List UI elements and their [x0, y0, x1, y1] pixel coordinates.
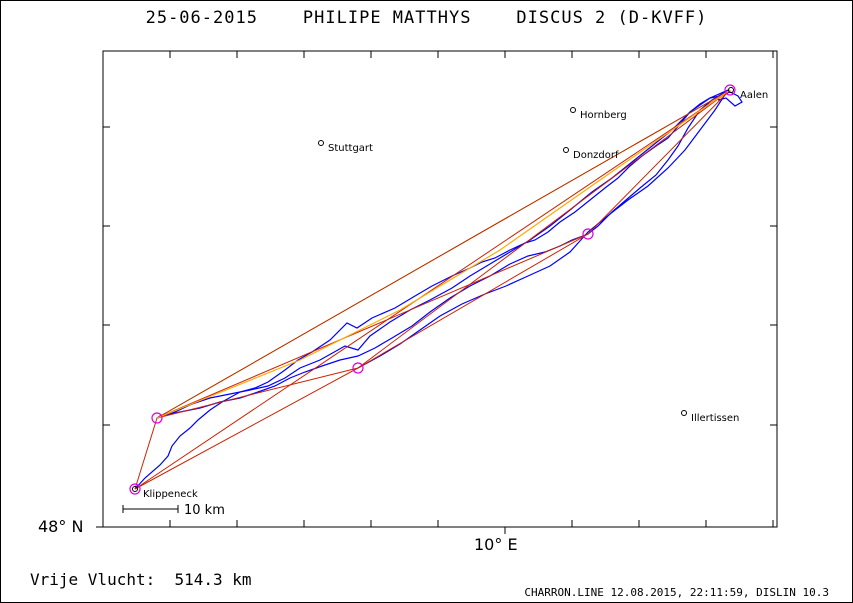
lon-axis-label: 10° E — [474, 535, 518, 554]
pilot-name: PHILIPE MATTHYS — [302, 8, 472, 28]
turnpoint-3 — [582, 228, 594, 240]
gps-track-return — [156, 91, 726, 419]
place-label-aalen: Aalen — [740, 90, 768, 101]
place-markers: Aalen Hornberg Stuttgart Donzdorf Illert… — [132, 87, 768, 500]
place-label-stuttgart: Stuttgart — [328, 143, 373, 154]
place-marker-stuttgart — [318, 140, 324, 146]
place-marker-illertissen — [681, 410, 687, 416]
place-label-hornberg: Hornberg — [580, 110, 627, 121]
turnpoint-start — [129, 483, 141, 495]
gps-track-second — [156, 89, 729, 419]
place-marker-klippeneck — [132, 486, 138, 492]
flight-date: 25-06-2015 — [145, 8, 258, 28]
glider-name: DISCUS 2 (D-KVFF) — [516, 8, 708, 28]
scale-bar: 10 km — [122, 503, 225, 518]
place-marker-hornberg — [570, 107, 576, 113]
turnpoint-1 — [151, 412, 163, 424]
task-lines — [134, 89, 731, 490]
turnpoints — [129, 84, 736, 495]
lon-ticks — [169, 51, 774, 534]
turnpoint-2 — [352, 362, 364, 374]
gps-track-third — [357, 89, 729, 369]
place-label-illertissen: Illertissen — [691, 413, 739, 424]
optimized-route — [156, 89, 731, 419]
lat-ticks — [96, 126, 777, 528]
place-marker-donzdorf — [563, 147, 569, 153]
lat-axis-label: 48° N — [38, 517, 83, 536]
place-marker-aalen — [728, 87, 734, 93]
map-border — [102, 50, 778, 528]
flight-title: 25-06-2015 PHILIPE MATTHYS DISCUS 2 (D-K… — [0, 8, 853, 28]
turnpoint-aalen — [724, 84, 736, 96]
gps-track — [134, 91, 743, 490]
software-credit: CHARRON.LINE 12.08.2015, 22:11:59, DISLI… — [524, 586, 829, 599]
place-label-donzdorf: Donzdorf — [573, 150, 619, 161]
distance-label: Vrije Vlucht: 514.3 km — [30, 570, 252, 589]
place-label-klippeneck: Klippeneck — [143, 489, 198, 500]
scale-bar-label: 10 km — [184, 503, 225, 518]
